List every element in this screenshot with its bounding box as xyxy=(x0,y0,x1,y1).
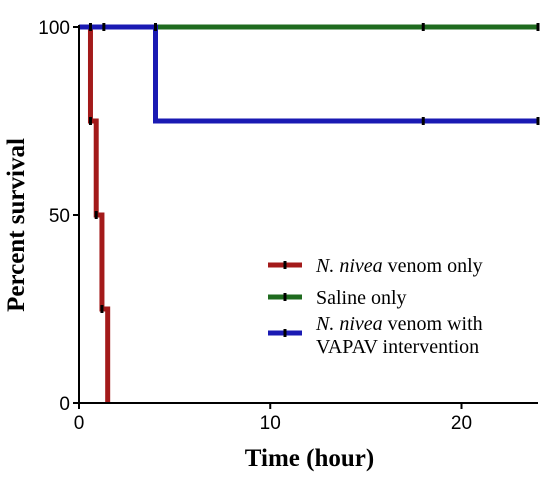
legend-label-1: N. nivea venom only xyxy=(315,255,483,277)
x-tick-label: 0 xyxy=(74,413,85,434)
legend: N. nivea venom only Saline only N. nivea v… xyxy=(268,255,483,358)
axes xyxy=(73,25,538,409)
legend-label-3: N. nivea venom with VAPAV intervention xyxy=(315,313,483,358)
y-tick-label: 100 xyxy=(38,18,70,39)
x-tick-label: 10 xyxy=(260,413,281,434)
tick-labels: 0 50 100 0 10 20 xyxy=(38,18,472,434)
legend-label-2: Saline only xyxy=(316,287,407,309)
plot-area xyxy=(79,23,540,403)
y-tick-label: 0 xyxy=(59,394,70,415)
series-line-1 xyxy=(79,24,111,403)
x-axis-title: Time (hour) xyxy=(245,445,374,472)
y-tick-label: 50 xyxy=(49,206,70,227)
y-axis-title: Percent survival xyxy=(3,138,30,312)
series-line-3 xyxy=(79,24,538,124)
x-tick-label: 20 xyxy=(451,413,472,434)
